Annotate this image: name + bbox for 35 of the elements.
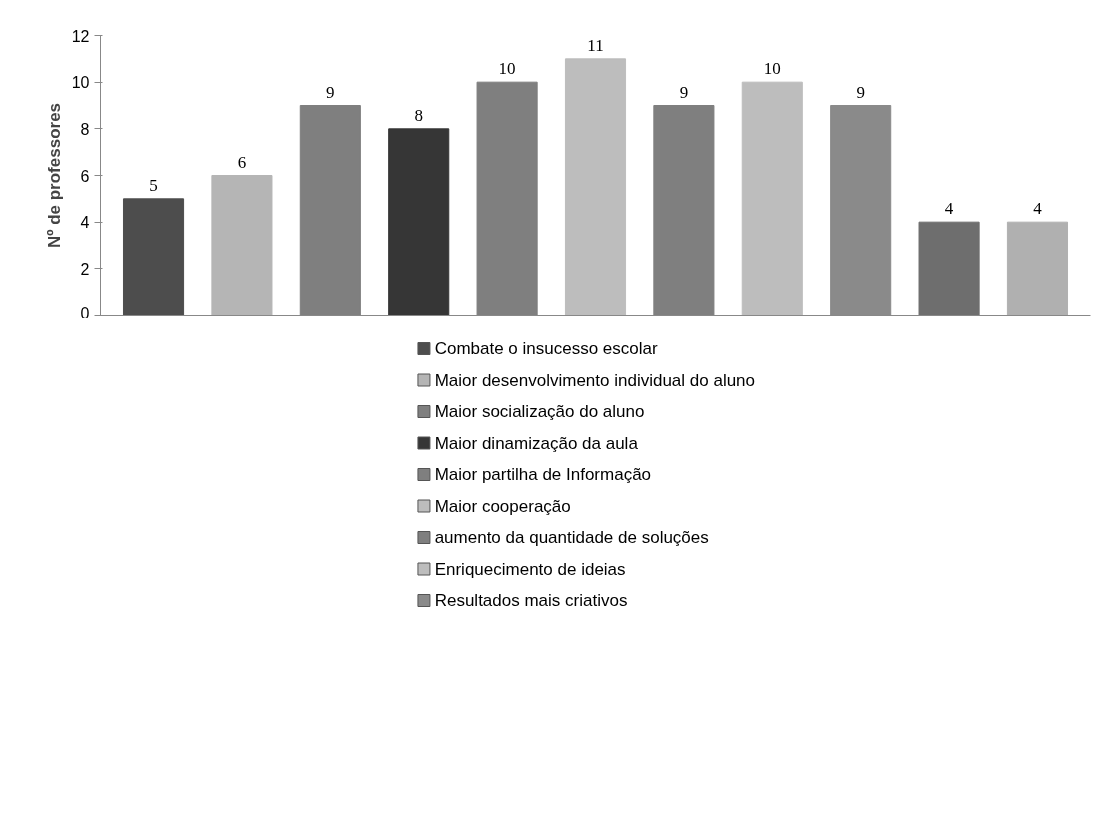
data-label: 4 [1033, 199, 1043, 219]
y-tick-label: 4 [80, 214, 90, 232]
data-label: 10 [498, 59, 516, 79]
data-label: 6 [237, 152, 247, 172]
legend-label: aumento da quantidade de soluções [434, 528, 709, 547]
y-tick-label: 2 [80, 260, 90, 278]
data-label: 11 [587, 35, 604, 55]
bar [211, 175, 273, 316]
bar [388, 128, 450, 316]
y-axis-title: Nº de professores [44, 102, 64, 249]
bar [918, 221, 980, 316]
legend-label: Maior desenvolvimento individual do aluno [434, 370, 756, 390]
y-tick-label: 12 [71, 27, 90, 45]
data-label: 9 [326, 82, 335, 102]
data-label: 8 [414, 105, 423, 125]
legend-label: Maior dinamização da aula [434, 433, 639, 453]
data-label: 9 [856, 82, 865, 102]
data-label: 4 [944, 199, 954, 219]
data-label: 10 [763, 59, 781, 79]
y-tick-label: 6 [80, 167, 90, 185]
legend-label: Maior cooperação [434, 496, 571, 516]
y-tick-label: 0 [80, 304, 90, 322]
data-label: 9 [679, 82, 689, 102]
legend-label: Maior socialização do aluno [434, 402, 645, 421]
legend-label: Resultados mais criativos [434, 591, 628, 610]
legend-label: Maior partilha de Informação [434, 465, 652, 484]
bar [1006, 221, 1069, 316]
legend-label: Combate o insucesso escolar [434, 339, 659, 358]
bar [122, 198, 185, 316]
data-label: 5 [149, 175, 158, 195]
y-tick-label: 10 [71, 74, 90, 92]
y-tick-label: 8 [80, 120, 90, 138]
legend-label: Enriquecimento de ideias [434, 559, 626, 579]
bar [741, 81, 803, 316]
bar [564, 58, 627, 316]
